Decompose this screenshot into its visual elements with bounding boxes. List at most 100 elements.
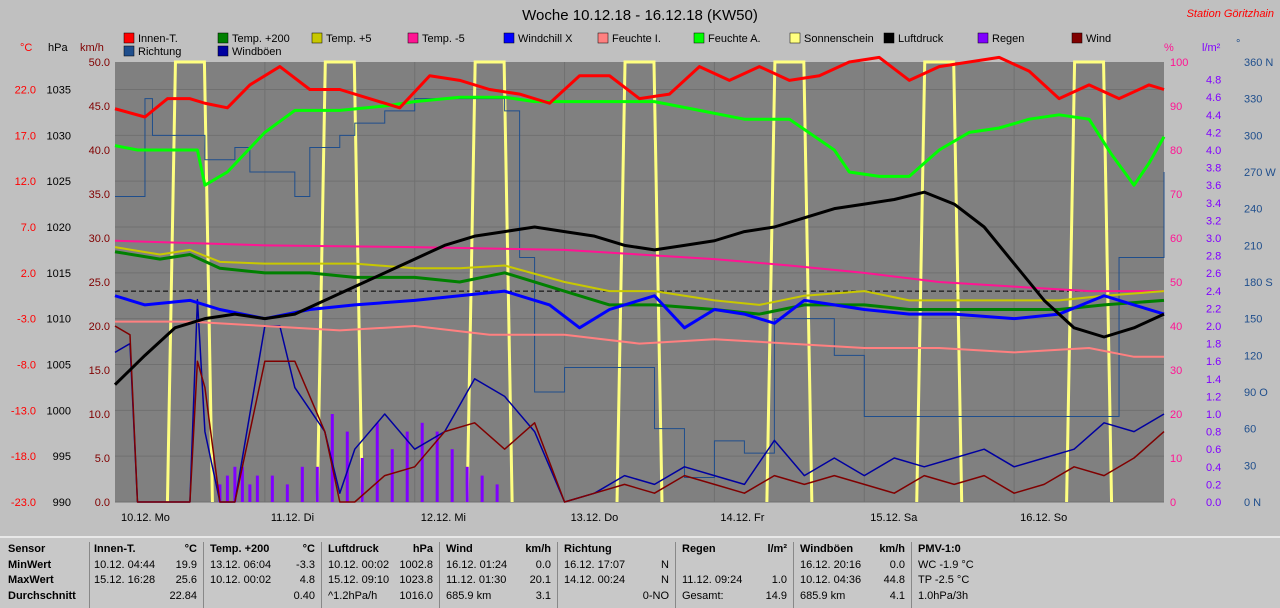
tick-pct: 10 (1170, 453, 1182, 465)
legend-label-feuchteA: Feuchte A. (708, 33, 761, 45)
stats-t200-max: 4.8 (299, 574, 315, 586)
stats-boeen-name: Windböen (800, 543, 854, 555)
tick-rain: 0.4 (1206, 462, 1221, 474)
legend-label-windchill: Windchill X (518, 33, 573, 45)
stats-richtung-min: N (661, 558, 669, 571)
stats-druck-unit: hPa (412, 543, 433, 555)
tick-rain: 3.6 (1206, 180, 1221, 192)
tick-rain: 2.4 (1206, 286, 1221, 298)
grid-lines (115, 62, 1164, 503)
stats-wind-min: 0.0 (535, 558, 551, 571)
rain-bar (495, 484, 499, 502)
legend-swatch-feuchteI (597, 32, 609, 44)
unit-kmh: km/h (80, 42, 104, 54)
legend-label-richtung: Richtung (138, 46, 181, 58)
tick-kmh: 50.0 (89, 57, 110, 69)
stats-richtung-min-time: 16.12. 17:07 (564, 558, 626, 571)
tick-temp: 12.0 (15, 176, 36, 188)
axes: 22.0 17.0 12.0 7.0 2.0 -3.0 -8.0 -13.0 -18.0 -23.… (11, 57, 1276, 524)
series-temp-minus5 (114, 239, 1164, 293)
rain-bar (270, 475, 274, 502)
tick-rain: 4.4 (1206, 110, 1221, 122)
stats-regen-total: 14.9 (765, 589, 787, 602)
statistics-panel: Sensor MinWert MaxWert Durchschnitt Inne… (0, 536, 1280, 608)
unit-temp: °C (20, 42, 32, 54)
rain-bar (285, 484, 289, 502)
tick-hpa: 1015 (47, 268, 71, 280)
tick-pct: 30 (1170, 365, 1182, 377)
stats-wind-unit: km/h (525, 543, 551, 555)
rain-bar (218, 484, 222, 502)
unit-pct: % (1164, 42, 1174, 54)
legend-swatch-windboeen (217, 45, 229, 57)
series-temp-plus5 (114, 246, 1165, 306)
series-feuchte-aussen (114, 95, 1166, 187)
tick-rain: 2.0 (1206, 321, 1221, 333)
stats-regen-name: Regen (682, 543, 716, 555)
stats-druck-name: Luftdruck (328, 543, 379, 555)
sunshine-period (915, 60, 964, 503)
tick-rain: 2.2 (1206, 303, 1221, 315)
tick-rain: 1.0 (1206, 409, 1221, 421)
stats-pmv-name: PMV-1:0 (918, 543, 961, 555)
stats-wind-max: 20.1 (529, 574, 551, 586)
tick-hpa: 1005 (47, 360, 71, 372)
tick-pct: 40 (1170, 321, 1182, 333)
series-temp-200 (114, 250, 1165, 316)
tick-kmh: 45.0 (89, 101, 110, 113)
tick-hpa: 1025 (47, 176, 71, 188)
legend-label-regen: Regen (992, 33, 1024, 45)
stats-boeen-distance: 685.9 km (800, 589, 846, 602)
tick-pct: 100 (1170, 57, 1188, 69)
rain-bar (360, 458, 364, 502)
sunshine-period (465, 60, 514, 503)
label-max: MaxWert (8, 574, 54, 586)
weekly-weather-chart: Woche 10.12.18 - 16.12.18 (KW50) Station… (11, 7, 1276, 524)
label-sensor: Sensor (8, 543, 46, 555)
stats-druck-min: 1002.8 (399, 558, 433, 571)
stats-wind-name: Wind (446, 543, 473, 555)
rain-bar (255, 475, 259, 502)
stats-t200-avg: 0.40 (293, 589, 315, 602)
series-feuchte-innen (115, 320, 1164, 358)
sunshine-period (315, 60, 364, 503)
tick-rain: 0.8 (1206, 427, 1221, 439)
legend-swatch-innen (123, 32, 135, 44)
stats-innen-min: 19.9 (175, 558, 197, 571)
sunshine-period (165, 60, 214, 503)
stats-innen-avg: 22.84 (169, 589, 197, 602)
rain-bar (233, 466, 237, 502)
tick-dir: 240 (1244, 204, 1262, 216)
rain-bar (435, 431, 439, 502)
legend-label-sonne: Sonnenschein (804, 33, 874, 45)
tick-rain: 1.8 (1206, 339, 1221, 351)
stats-t200-name: Temp. +200 (210, 543, 270, 555)
stats-boeen-unit: km/h (879, 543, 905, 555)
legend-swatch-feuchteA (693, 32, 705, 44)
stats-wind-min-time: 16.12. 01:24 (446, 558, 508, 571)
tick-kmh: 25.0 (89, 277, 110, 289)
tick-dir: 30 (1244, 460, 1256, 472)
sunshine-period (765, 60, 814, 503)
rain-bar (240, 466, 244, 502)
rain-bar (450, 449, 454, 502)
stats-innen-name: Innen-T. (94, 543, 136, 555)
stats-druck-trend: ^1.2hPa/h (328, 589, 378, 602)
tick-hpa: 995 (53, 451, 71, 463)
tick-kmh: 0.0 (95, 497, 110, 509)
legend-swatch-luftdruck (883, 32, 895, 44)
rain-bar (390, 449, 394, 502)
tick-hpa: 990 (53, 497, 71, 509)
stats-innen-min-time: 10.12. 04:44 (94, 558, 156, 571)
stats-t200-max-time: 10.12. 00:02 (210, 574, 272, 586)
rain-bar (330, 414, 334, 502)
tick-rain: 4.6 (1206, 92, 1221, 104)
rain-bar (465, 466, 469, 502)
rain-bar (405, 431, 409, 502)
tick-pct: 70 (1170, 189, 1182, 201)
tick-temp: 2.0 (21, 268, 36, 280)
tick-kmh: 40.0 (89, 145, 110, 157)
chart-title: Woche 10.12.18 - 16.12.18 (KW50) (522, 7, 758, 24)
tick-dir: 90 O (1244, 387, 1268, 399)
tick-hpa: 1010 (47, 314, 71, 326)
